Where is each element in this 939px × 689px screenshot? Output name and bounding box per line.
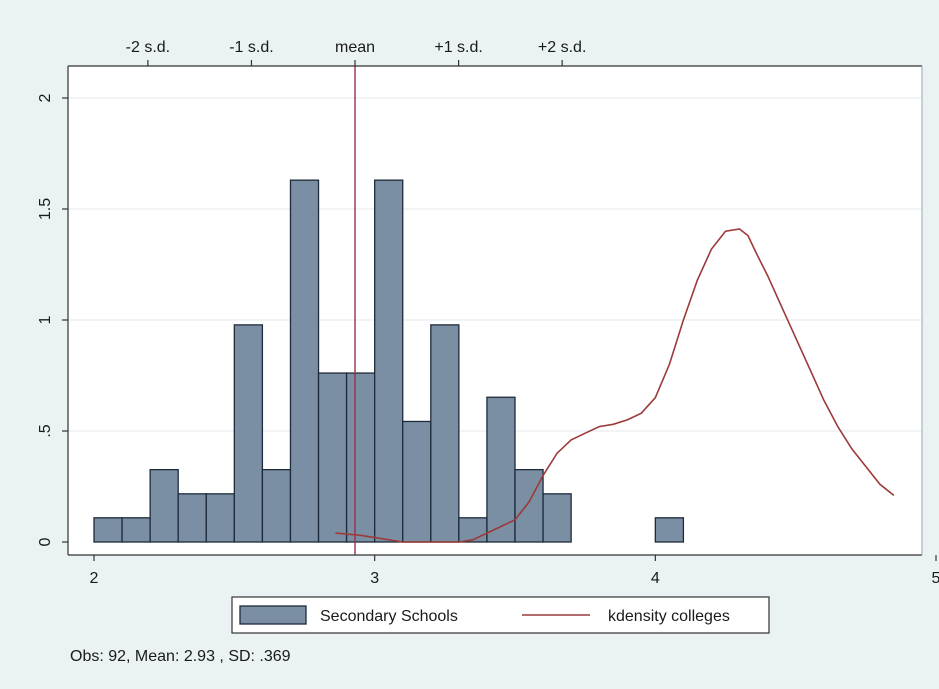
histogram-bar [233, 324, 264, 543]
histogram-bar [317, 372, 348, 543]
histogram-bar [261, 468, 292, 543]
y-tick-label: 1.5 [37, 198, 54, 220]
histogram-bar [121, 517, 151, 543]
histogram-bar [205, 493, 235, 543]
histogram-bar [486, 396, 516, 543]
y-tick-label: 0 [37, 537, 54, 546]
axes: 0 .5 1 1.5 2 2 3 4 5 -2 s.d. -1 s.d. mean +1 s.d. +2 … [37, 39, 939, 587]
histogram-bar [289, 179, 320, 543]
summary-note: Obs: 92, Mean: 2.93 , SD: .369 [70, 648, 291, 665]
legend-label-secondary-schools: Secondary Schools [320, 608, 458, 625]
histogram-bar [402, 420, 432, 543]
top-tick-label: -2 s.d. [126, 39, 170, 56]
y-tick-label: .5 [37, 424, 54, 437]
legend-swatch-bars [239, 605, 307, 625]
histogram-bar [149, 468, 179, 543]
histogram-bars [93, 179, 685, 543]
histogram-bar [93, 517, 123, 543]
histogram-bar [514, 468, 544, 543]
legend: Secondary Schools kdensity colleges [231, 596, 770, 634]
kdensity-line [335, 228, 895, 543]
legend-label-kdensity: kdensity colleges [608, 608, 730, 625]
histogram-bar [177, 493, 207, 543]
y-tick-label: 1 [37, 315, 54, 324]
legend-box [231, 596, 770, 634]
x-tick-label: 3 [370, 570, 379, 587]
top-tick-label: -1 s.d. [229, 39, 273, 56]
histogram-bar [458, 517, 488, 543]
top-tick-label: +1 s.d. [434, 39, 482, 56]
histogram-bar [374, 179, 404, 543]
histogram-bar [345, 372, 376, 543]
top-tick-label: +2 s.d. [538, 39, 586, 56]
y-tick-label: 2 [37, 93, 54, 102]
top-tick-label: mean [335, 39, 375, 56]
histogram-bar [654, 517, 685, 543]
x-tick-label: 5 [932, 570, 939, 587]
histogram-bar [430, 324, 460, 543]
x-tick-label: 2 [90, 570, 99, 587]
x-tick-label: 4 [651, 570, 660, 587]
histogram-bar [542, 493, 572, 543]
